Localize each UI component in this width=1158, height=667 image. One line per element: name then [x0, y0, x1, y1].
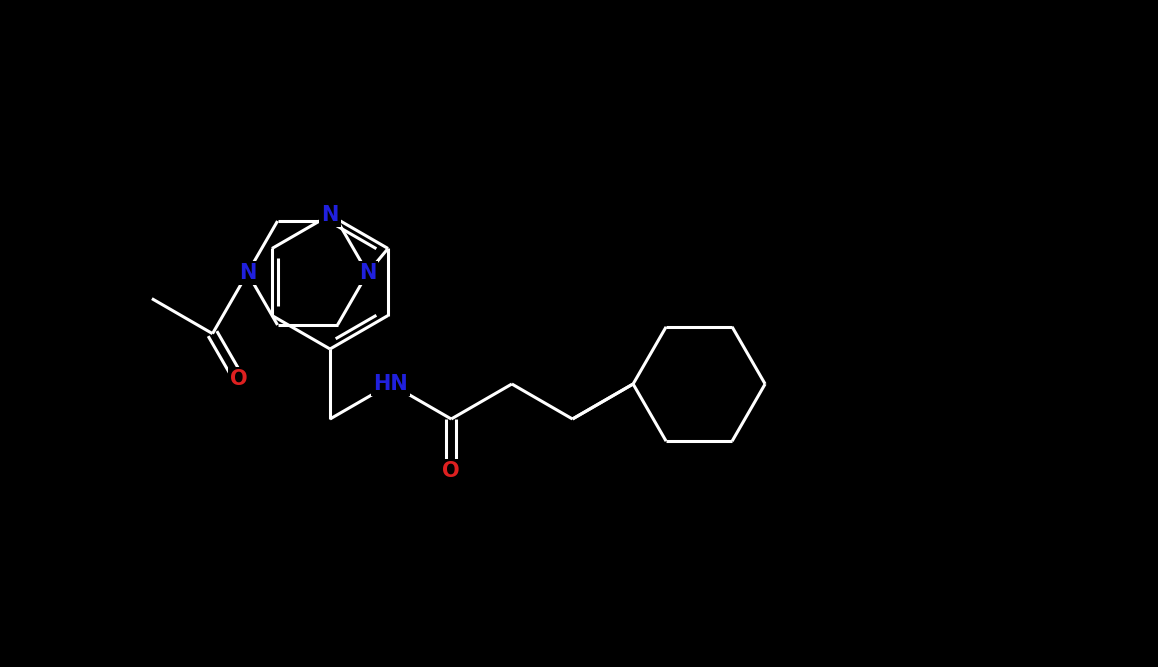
Text: N: N	[321, 205, 338, 225]
Text: O: O	[230, 369, 248, 389]
Text: O: O	[442, 462, 460, 482]
Text: HN: HN	[373, 374, 408, 394]
Text: N: N	[239, 263, 256, 283]
Text: N: N	[359, 263, 376, 283]
